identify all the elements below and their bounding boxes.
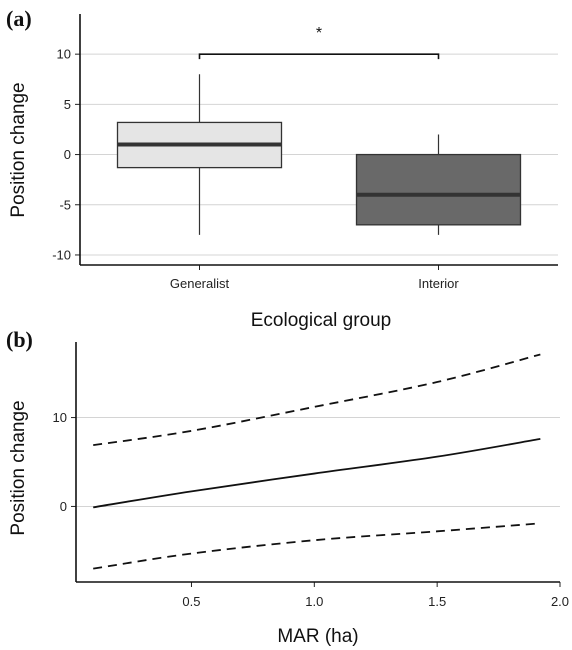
panel-a-y-tick-label: -5 xyxy=(59,197,71,212)
panel-a-y-tick-label: 10 xyxy=(57,47,71,62)
panel-b-label: (b) xyxy=(6,327,33,352)
panel-a-x-tick-label: Generalist xyxy=(170,276,230,291)
panel-a-significance-star: * xyxy=(316,25,322,42)
panel-b-y-axis-title: Position change xyxy=(8,400,29,535)
panel-a-box-interior xyxy=(355,153,522,226)
panel-a-y-tick-label: 5 xyxy=(64,97,71,112)
panel-b-x-axis-title: MAR (ha) xyxy=(277,626,358,647)
panel-a-x-tick-label: Interior xyxy=(418,276,459,291)
panel-b-upper-confidence-line xyxy=(93,353,541,447)
panel-b-y-tick-label: 0 xyxy=(60,499,67,514)
panel-a-y-tick-label: 0 xyxy=(64,147,71,162)
panel-b-fit-line xyxy=(93,438,541,509)
panel-b: 0 10 0.5 1.0 1.5 2.0 xyxy=(53,342,569,609)
panel-a-x-axis-title: Ecological group xyxy=(251,310,391,331)
panel-b-x-tick-label: 2.0 xyxy=(551,594,569,609)
panel-a: -10 -5 0 5 10 Generalist Interior * xyxy=(52,14,558,291)
panel-b-x-tick-label: 1.5 xyxy=(428,594,446,609)
panel-b-y-tick-label: 10 xyxy=(53,410,67,425)
panel-b-lower-confidence-line xyxy=(93,522,541,570)
panel-a-label: (a) xyxy=(6,6,32,31)
panel-b-x-tick-label: 0.5 xyxy=(182,594,200,609)
panel-a-significance-bracket xyxy=(198,53,440,60)
panel-a-y-tick-label: -10 xyxy=(52,247,71,262)
panel-b-x-tick-label: 1.0 xyxy=(305,594,323,609)
panel-a-y-axis-title: Position change xyxy=(8,82,29,217)
